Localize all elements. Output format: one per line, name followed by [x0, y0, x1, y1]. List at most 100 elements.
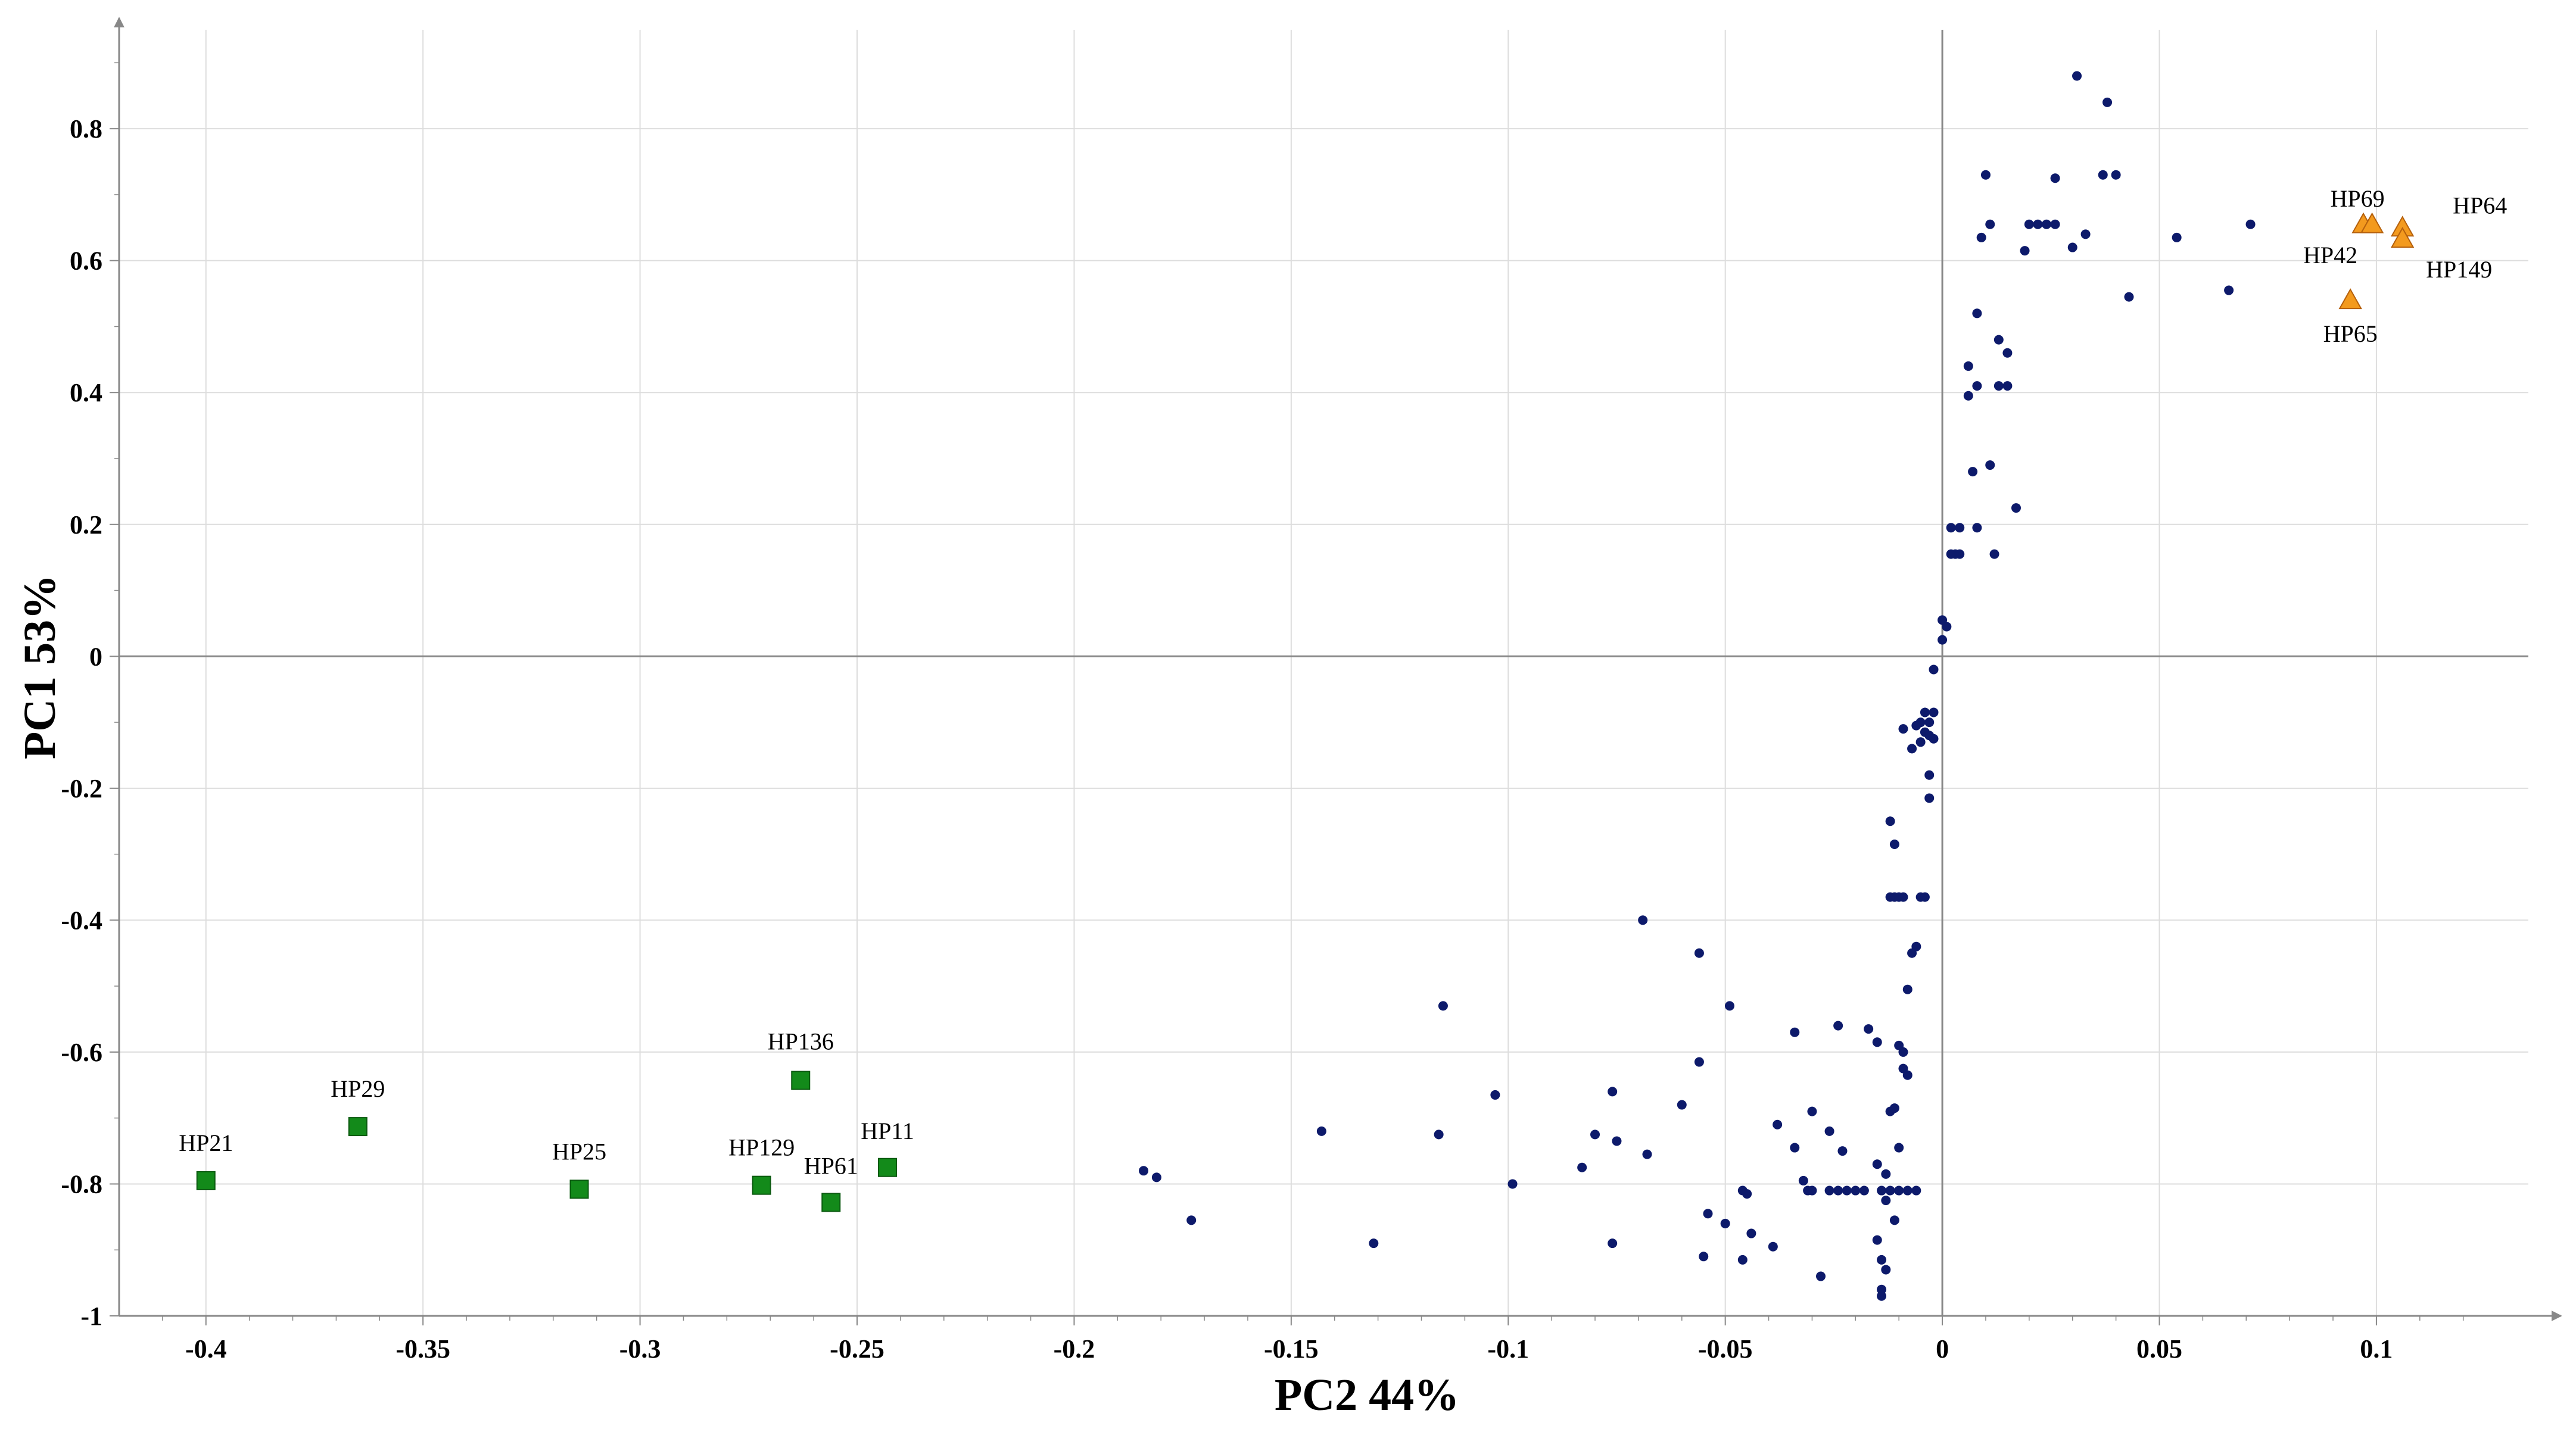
triangle-point — [2390, 227, 2415, 248]
scatter-point — [1577, 1162, 1587, 1172]
scatter-point — [1807, 1106, 1817, 1116]
scatter-point — [1972, 381, 1982, 391]
scatter-point — [1902, 1185, 1912, 1196]
point-label: HP149 — [2426, 256, 2492, 283]
scatter-point — [1642, 1149, 1652, 1159]
scatter-point — [1924, 770, 1935, 780]
x-tick-label: -0.15 — [1264, 1334, 1319, 1364]
scatter-point — [1773, 1119, 1783, 1130]
scatter-point — [1694, 948, 1704, 958]
scatter-point — [1963, 361, 1973, 371]
scatter-point — [1885, 1185, 1895, 1196]
scatter-point — [2224, 285, 2234, 295]
square-point — [791, 1071, 811, 1090]
scatter-point — [1929, 664, 1939, 675]
y-tick-label: 0.6 — [70, 247, 102, 276]
square-point — [878, 1157, 898, 1177]
scatter-point — [1877, 1284, 1887, 1294]
scatter-point — [2111, 170, 2121, 180]
scatter-point — [1790, 1143, 1800, 1153]
scatter-point — [2067, 242, 2077, 252]
scatter-point — [1151, 1172, 1161, 1182]
scatter-point — [2024, 219, 2034, 229]
scatter-point — [1980, 170, 1991, 180]
x-tick-label: 0 — [1936, 1334, 1949, 1364]
scatter-point — [2042, 219, 2051, 229]
scatter-point — [2020, 246, 2030, 256]
scatter-point — [1724, 1001, 1734, 1011]
scatter-point — [2124, 292, 2134, 302]
scatter-point — [1929, 734, 1939, 744]
scatter-point — [1963, 391, 1973, 401]
x-tick-label: -0.1 — [1487, 1334, 1529, 1364]
scatter-point — [1851, 1185, 1861, 1196]
point-label: HP29 — [331, 1075, 385, 1102]
y-tick-label: -0.4 — [61, 906, 102, 935]
scatter-point — [1369, 1238, 1379, 1249]
scatter-point — [1833, 1021, 1843, 1031]
scatter-point — [1677, 1100, 1687, 1110]
scatter-point — [1924, 717, 1935, 728]
scatter-point — [1490, 1090, 1500, 1100]
scatter-point — [1889, 1103, 1899, 1113]
x-tick-label: -0.25 — [830, 1334, 884, 1364]
scatter-point — [2080, 229, 2091, 239]
scatter-point — [1824, 1126, 1834, 1136]
scatter-point — [2002, 348, 2013, 358]
point-label: HP42 — [2303, 242, 2357, 269]
scatter-point — [1976, 232, 1986, 242]
point-label: HP21 — [179, 1130, 233, 1156]
scatter-point — [1703, 1209, 1713, 1219]
scatter-point — [1833, 1185, 1843, 1196]
scatter-point — [1590, 1130, 1600, 1140]
x-tick-label: -0.2 — [1054, 1334, 1095, 1364]
x-tick-label: -0.35 — [395, 1334, 450, 1364]
scatter-point — [2172, 232, 2182, 242]
square-point — [348, 1117, 367, 1137]
square-point — [752, 1175, 771, 1195]
scatter-point — [1902, 1070, 1912, 1080]
scatter-point — [1889, 1215, 1899, 1225]
y-tick-label: -1 — [80, 1302, 102, 1331]
scatter-point — [2245, 219, 2256, 229]
scatter-point — [1898, 1047, 1908, 1057]
scatter-point — [1742, 1189, 1752, 1199]
scatter-point — [2050, 219, 2060, 229]
scatter-point — [2002, 381, 2013, 391]
scatter-point — [1898, 892, 1908, 902]
square-point — [196, 1171, 216, 1190]
scatter-point — [1746, 1228, 1756, 1238]
point-label: HP129 — [728, 1134, 795, 1161]
y-tick-label: 0 — [89, 642, 102, 671]
scatter-point — [1938, 635, 1948, 645]
scatter-point — [1824, 1185, 1834, 1196]
scatter-point — [1902, 984, 1912, 994]
scatter-point — [2050, 173, 2060, 183]
scatter-point — [1316, 1126, 1326, 1136]
x-tick-label: 0.1 — [2360, 1334, 2393, 1364]
scatter-point — [1872, 1159, 1882, 1169]
scatter-point — [1638, 915, 1648, 925]
scatter-point — [1877, 1291, 1887, 1301]
scatter-point — [1894, 1185, 1904, 1196]
point-label: HP69 — [2330, 185, 2384, 212]
square-series — [196, 1071, 898, 1212]
square-point — [569, 1180, 589, 1199]
scatter-point — [1807, 1185, 1817, 1196]
point-label: HP61 — [804, 1152, 858, 1179]
scatter-point — [1872, 1037, 1882, 1047]
axes — [110, 17, 2562, 1325]
scatter-point — [1968, 467, 1978, 477]
scatter-point — [1993, 335, 2004, 345]
scatter-point — [1972, 308, 1982, 319]
scatter-point — [1955, 523, 1965, 533]
square-point — [821, 1193, 841, 1212]
scatter-point — [1915, 737, 1926, 747]
scatter-point — [1911, 720, 1921, 731]
y-tick-label: 0.8 — [70, 114, 102, 143]
scatter-point — [1907, 948, 1917, 958]
scatter-point — [1898, 724, 1908, 734]
scatter-point — [1924, 793, 1935, 803]
point-label: HP65 — [2323, 320, 2378, 347]
